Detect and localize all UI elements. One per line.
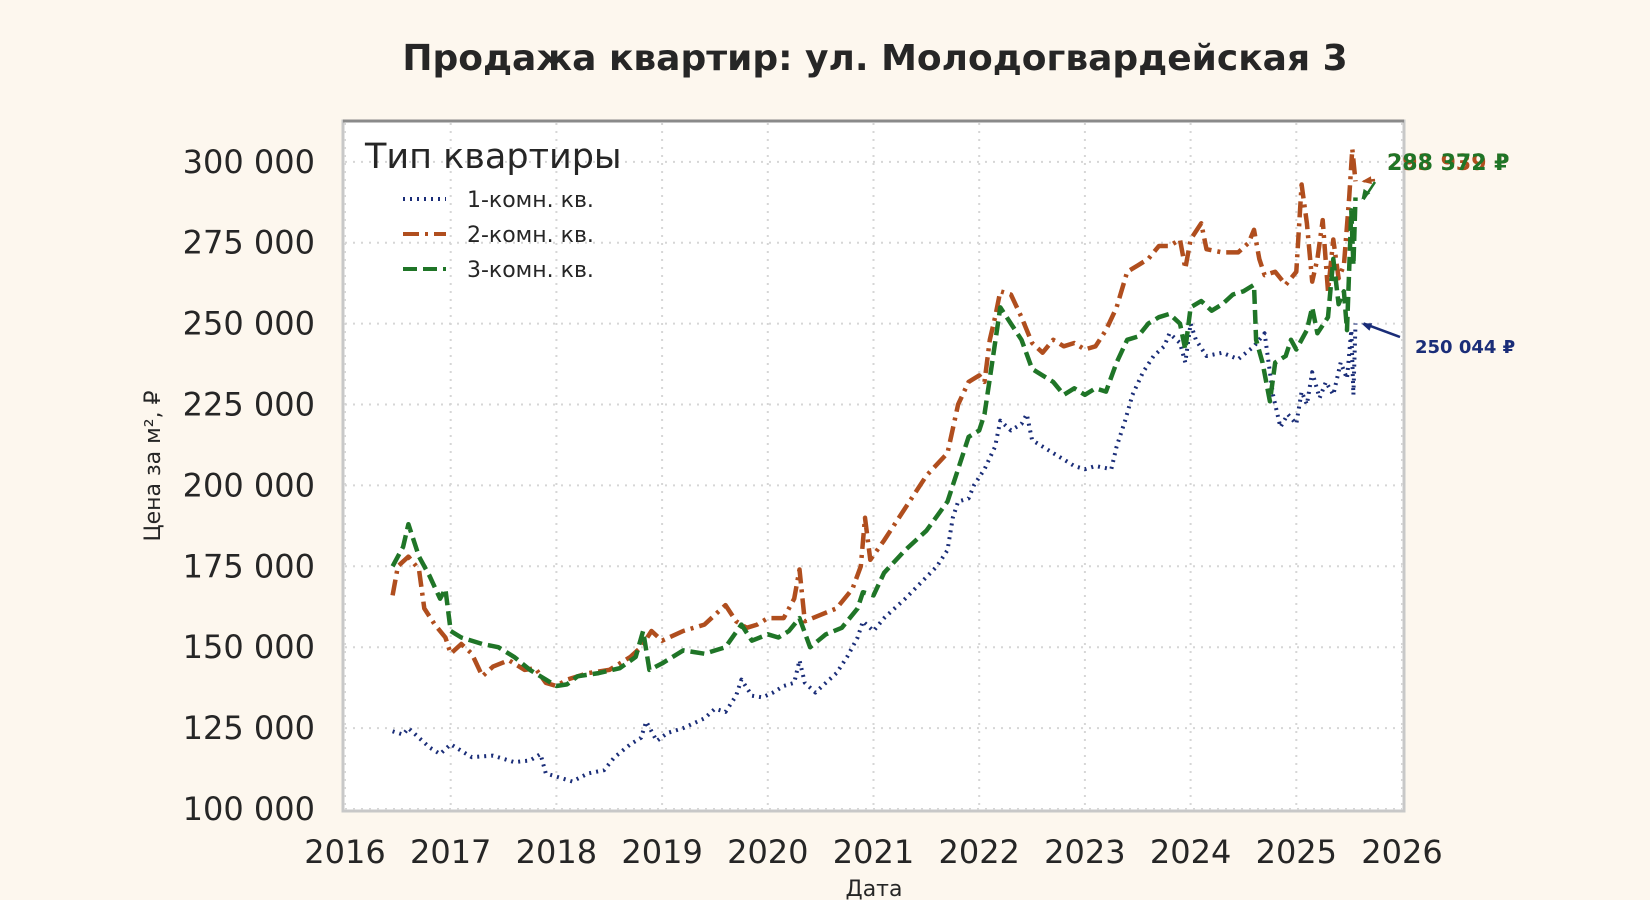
y-axis-ticks: 100 000 125 000 150 000 175 000 200 000 225 0… bbox=[183, 143, 315, 828]
x-tick-label: 2017 bbox=[410, 833, 491, 871]
y-tick-label: 100 000 bbox=[183, 790, 315, 828]
x-tick-label: 2016 bbox=[304, 833, 385, 871]
end-label: 288 372 ₽ bbox=[1387, 151, 1509, 176]
x-tick-label: 2019 bbox=[621, 833, 702, 871]
x-tick-label: 2024 bbox=[1150, 833, 1231, 871]
y-tick-label: 250 000 bbox=[183, 305, 315, 343]
legend-title: Тип квартиры bbox=[364, 137, 622, 177]
x-tick-label: 2020 bbox=[727, 833, 808, 871]
end-label-arrowhead bbox=[1361, 188, 1371, 200]
x-tick-label: 2022 bbox=[938, 833, 1019, 871]
y-tick-label: 275 000 bbox=[183, 224, 315, 262]
end-label: 293 939 ₽ bbox=[1387, 151, 1509, 176]
series-line-3 bbox=[390, 197, 1358, 689]
grid bbox=[344, 123, 1403, 810]
x-axis-label: Дата bbox=[846, 877, 903, 900]
legend: Тип квартиры 1-комн. кв. 2-комн. кв. 3-ком… bbox=[364, 137, 622, 283]
y-tick-label: 225 000 bbox=[183, 386, 315, 424]
legend-label: 1-комн. кв. bbox=[467, 188, 594, 213]
y-tick-label: 200 000 bbox=[183, 466, 315, 504]
x-tick-label: 2021 bbox=[833, 833, 914, 871]
end-labels: 293 939 ₽288 372 ₽ 250 044 ₽ bbox=[1361, 151, 1515, 358]
chart-title: Продажа квартир: ул. Молодогвардейская 3 bbox=[402, 38, 1347, 79]
x-tick-label: 2025 bbox=[1256, 833, 1337, 871]
legend-label: 2-комн. кв. bbox=[467, 223, 594, 248]
end-label-arrowhead bbox=[1361, 176, 1372, 185]
y-tick-label: 175 000 bbox=[183, 547, 315, 585]
x-tick-label: 2018 bbox=[516, 833, 597, 871]
series-line-2 bbox=[390, 146, 1358, 689]
end-label: 250 044 ₽ bbox=[1415, 337, 1515, 358]
y-tick-label: 150 000 bbox=[183, 628, 315, 666]
x-tick-label: 2023 bbox=[1044, 833, 1125, 871]
x-axis-ticks: 2016 2017 2018 2019 2020 2021 2022 2023 2024 2025… bbox=[304, 833, 1442, 871]
y-axis-label: Цена за м², ₽ bbox=[141, 390, 166, 541]
y-tick-label: 300 000 bbox=[183, 143, 315, 181]
x-tick-label: 2026 bbox=[1361, 833, 1442, 871]
y-tick-label: 125 000 bbox=[183, 709, 315, 747]
series-lines bbox=[390, 146, 1358, 784]
end-label-arrowhead bbox=[1361, 323, 1373, 331]
legend-label: 3-комн. кв. bbox=[467, 258, 594, 283]
